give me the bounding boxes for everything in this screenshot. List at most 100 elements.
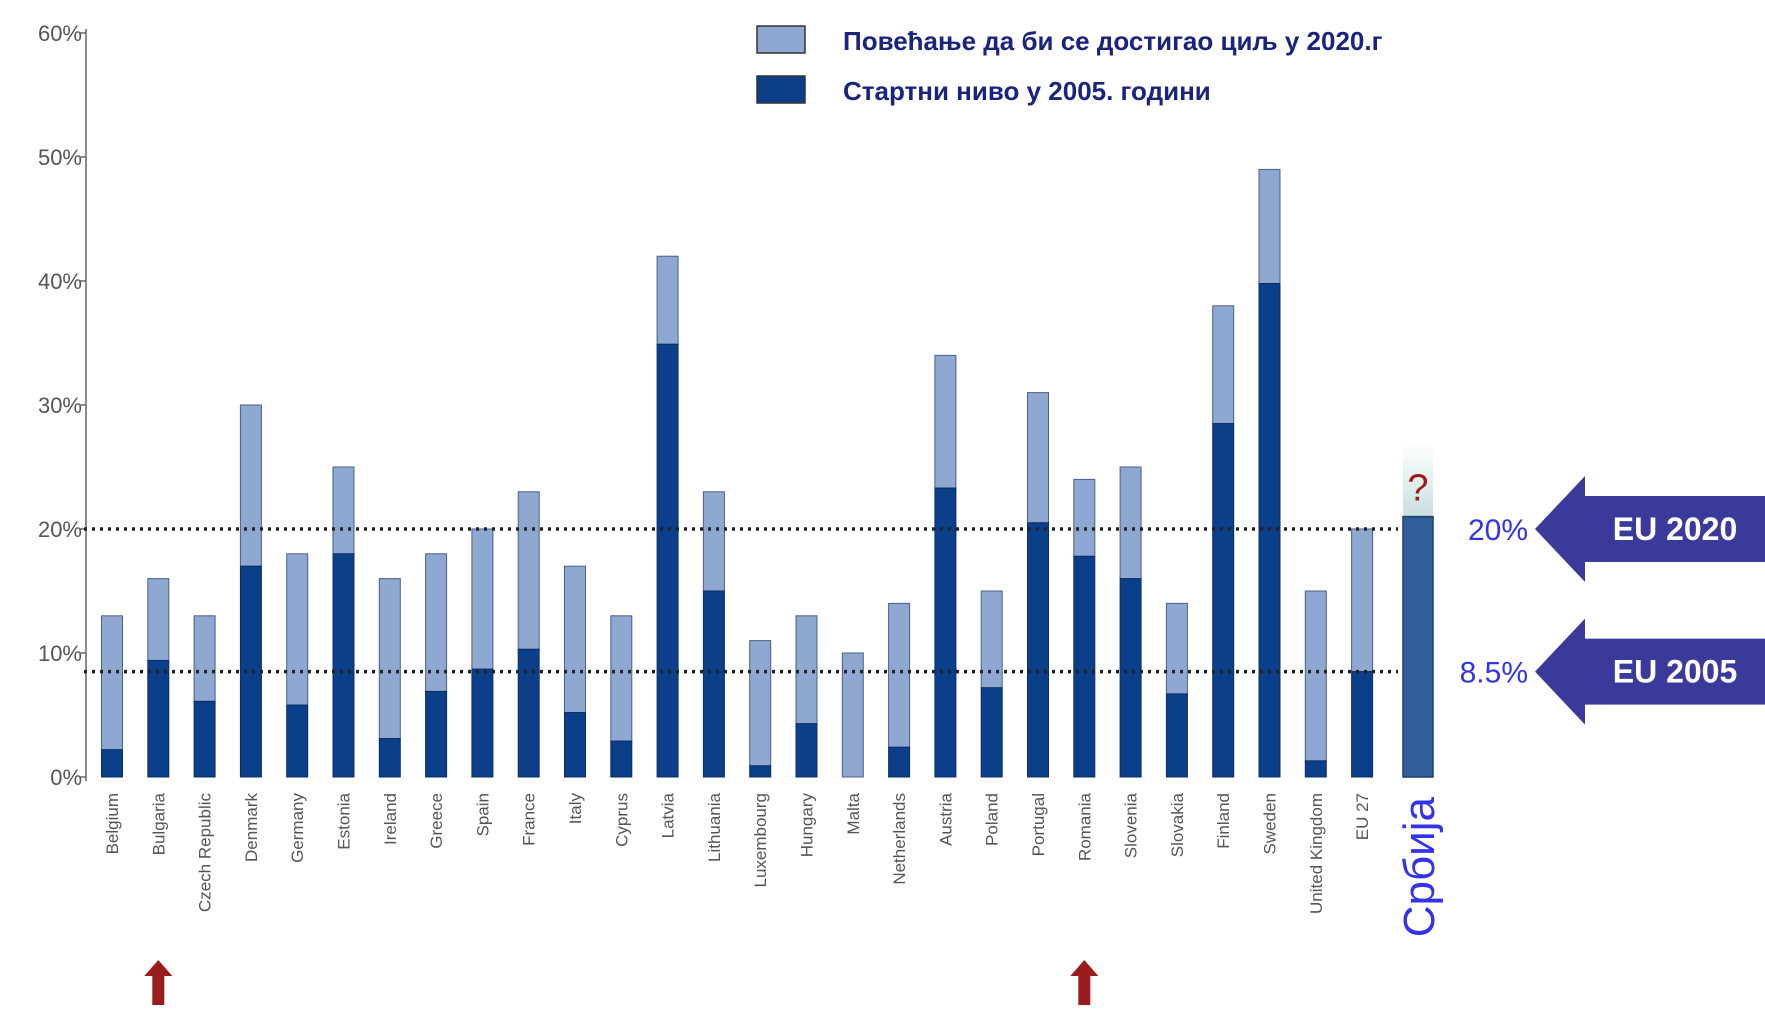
bar-increase — [101, 615, 123, 751]
bar-increase — [934, 354, 957, 489]
x-tick-label: Italy — [566, 793, 585, 825]
bar-baseline — [1165, 693, 1188, 778]
x-tick-label: Slovakia — [1168, 792, 1187, 857]
bar-increase — [980, 590, 1003, 689]
bar-baseline — [656, 343, 679, 778]
bar-baseline — [702, 590, 725, 778]
reference-arrow-label: EU 2020 — [1613, 511, 1738, 547]
bar-increase — [1073, 478, 1096, 557]
reference-arrow — [1535, 618, 1765, 725]
legend-label-baseline: Стартни ниво у 2005. години — [843, 76, 1211, 106]
reference-value-label: 8.5% — [1460, 657, 1528, 690]
x-tick-label: Latvia — [659, 792, 678, 838]
x-tick-label: Belgium — [103, 793, 122, 854]
serbia-label: Србија — [1395, 796, 1444, 937]
bar-baseline — [1027, 522, 1049, 778]
x-tick-label: United Kingdom — [1307, 793, 1326, 914]
bar-baseline — [517, 648, 540, 778]
bar-baseline — [934, 487, 957, 778]
bar-baseline — [1304, 760, 1327, 778]
bar-increase — [1027, 392, 1049, 524]
y-tick-label: 10% — [38, 641, 82, 666]
bar-baseline — [888, 746, 911, 778]
x-tick-label: Malta — [844, 792, 863, 834]
bar-increase — [564, 565, 586, 714]
x-tick-label: Estonia — [335, 792, 354, 849]
x-tick-label: Poland — [983, 793, 1002, 846]
x-tick-label: Hungary — [798, 793, 817, 858]
bar-baseline — [239, 565, 262, 778]
serbia-question-mark: ? — [1407, 468, 1428, 510]
bar-baseline — [1073, 555, 1096, 778]
reference-value-label: 20% — [1468, 514, 1528, 547]
x-tick-label: Denmark — [242, 793, 261, 862]
bar-increase — [841, 652, 864, 778]
bar-baseline — [980, 687, 1003, 778]
x-tick-label: Portugal — [1029, 793, 1048, 856]
bar-increase — [332, 466, 355, 555]
bar-increase — [1165, 602, 1188, 695]
bar-increase — [656, 255, 679, 345]
x-tick-label: Czech Republic — [196, 793, 215, 913]
bar-baseline — [101, 749, 123, 778]
plot-area: 0% 10% 20% 30% 40% 50% 60% Belgium Bulgaria Czech… — [38, 21, 1765, 1005]
x-tick-label: Germany — [288, 793, 307, 863]
bar-increase — [795, 615, 818, 725]
bar-increase — [1212, 305, 1235, 425]
legend-label-increase: Повећање да би се достигао циљ у 2020.г — [843, 26, 1383, 56]
bar-baseline — [1119, 578, 1142, 778]
bar-increase — [471, 528, 494, 670]
bar-increase — [1304, 590, 1327, 762]
x-tick-label: Austria — [936, 792, 955, 845]
x-tick-label: Netherlands — [890, 793, 909, 885]
x-tick-label: Slovenia — [1122, 792, 1141, 858]
y-tick-label: 40% — [38, 269, 82, 294]
legend-swatch-baseline — [756, 75, 806, 104]
bar-baseline — [749, 765, 772, 778]
serbia-uncertain-segment — [1403, 442, 1433, 517]
bar-increase — [1258, 168, 1281, 284]
reference-arrow-label: EU 2005 — [1613, 654, 1738, 690]
bar-increase — [1351, 528, 1374, 673]
y-tick-label: 0% — [50, 765, 82, 790]
bar-baseline — [1212, 423, 1235, 778]
bar-increase — [610, 615, 633, 742]
y-tick-label: 50% — [38, 145, 82, 170]
x-tick-label: Luxembourg — [751, 793, 770, 888]
bar-increase — [193, 615, 216, 702]
bar-baseline — [193, 700, 216, 778]
bar-baseline — [378, 738, 401, 778]
bar-increase — [147, 578, 170, 661]
bar-baseline — [286, 704, 309, 778]
x-tick-label: France — [520, 793, 539, 846]
bar-increase — [286, 553, 309, 706]
highlight-arrow — [144, 960, 173, 1005]
y-tick-label: 30% — [38, 393, 82, 418]
bar-increase — [517, 491, 540, 650]
bar-baseline — [147, 659, 170, 778]
x-tick-label: EU 27 — [1353, 793, 1372, 840]
bar-increase — [378, 578, 401, 740]
bar-baseline — [1351, 671, 1374, 778]
bar-baseline — [471, 668, 494, 778]
reference-arrow — [1535, 476, 1765, 582]
bar-baseline — [795, 723, 818, 778]
bar-baseline — [332, 553, 355, 778]
bar-baseline — [610, 740, 633, 778]
bar-increase — [239, 404, 262, 567]
bar-baseline — [425, 690, 448, 778]
bar-increase — [702, 491, 725, 592]
legend: Повећање да би се достигао циљ у 2020.г … — [756, 25, 1383, 106]
x-tick-label: Cyprus — [612, 793, 631, 847]
x-tick-label: Romania — [1075, 792, 1094, 861]
x-tick-label: Finland — [1214, 793, 1233, 849]
y-tick-label: 20% — [38, 517, 82, 542]
highlight-arrow — [1070, 960, 1099, 1005]
x-tick-label: Sweden — [1261, 793, 1280, 854]
bar-increase — [888, 602, 911, 748]
x-tick-label: Ireland — [381, 793, 400, 845]
bar-increase — [1119, 466, 1142, 580]
legend-swatch-increase — [756, 25, 806, 54]
x-tick-label: Greece — [427, 793, 446, 849]
